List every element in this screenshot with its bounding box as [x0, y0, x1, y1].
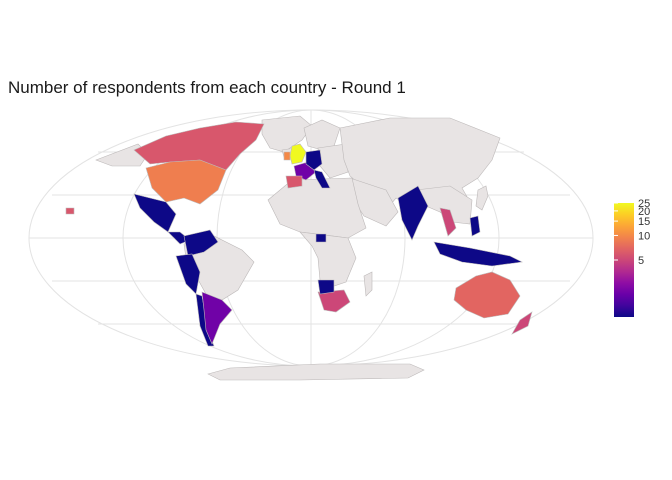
colorbar-tick-label: 20	[638, 206, 650, 218]
land-no-data	[95, 115, 501, 381]
central-africa	[299, 231, 357, 287]
country-india[interactable]	[397, 185, 429, 241]
country-indonesia[interactable]	[433, 241, 524, 267]
colorbar-gradient	[614, 203, 634, 317]
japan	[475, 185, 489, 211]
country-united-states[interactable]	[145, 159, 227, 205]
china-region	[415, 185, 473, 225]
country-germany[interactable]	[305, 149, 323, 171]
colorbar-tick-label: 10	[638, 230, 650, 242]
country-canada[interactable]	[133, 121, 265, 171]
country-ireland[interactable]	[283, 151, 291, 161]
country-united-kingdom[interactable]	[289, 143, 307, 165]
country-thailand[interactable]	[439, 207, 457, 237]
antarctica	[207, 363, 425, 381]
country-south-africa[interactable]	[317, 289, 351, 313]
country-hawaii[interactable]	[65, 207, 75, 215]
colorbar-tick-label: 5	[638, 255, 644, 267]
country-italy[interactable]	[313, 169, 331, 189]
country-philippines[interactable]	[469, 215, 481, 237]
north-africa	[267, 177, 367, 239]
country-uganda[interactable]	[315, 233, 327, 243]
country-spain[interactable]	[285, 175, 303, 189]
country-zimbabwe[interactable]	[317, 279, 335, 295]
country-peru[interactable]	[175, 253, 201, 295]
colorbar-tick-label: 25	[638, 198, 650, 210]
map-title: Number of respondents from each country …	[8, 78, 406, 97]
country-layer	[65, 121, 533, 347]
country-colombia-venezuela[interactable]	[183, 229, 219, 257]
colorbar-tick-label: 15	[638, 216, 650, 228]
madagascar	[363, 271, 373, 297]
country-australia[interactable]	[453, 271, 521, 319]
greenland	[261, 115, 313, 153]
country-argentina[interactable]	[201, 291, 233, 345]
country-new-zealand[interactable]	[511, 311, 533, 335]
